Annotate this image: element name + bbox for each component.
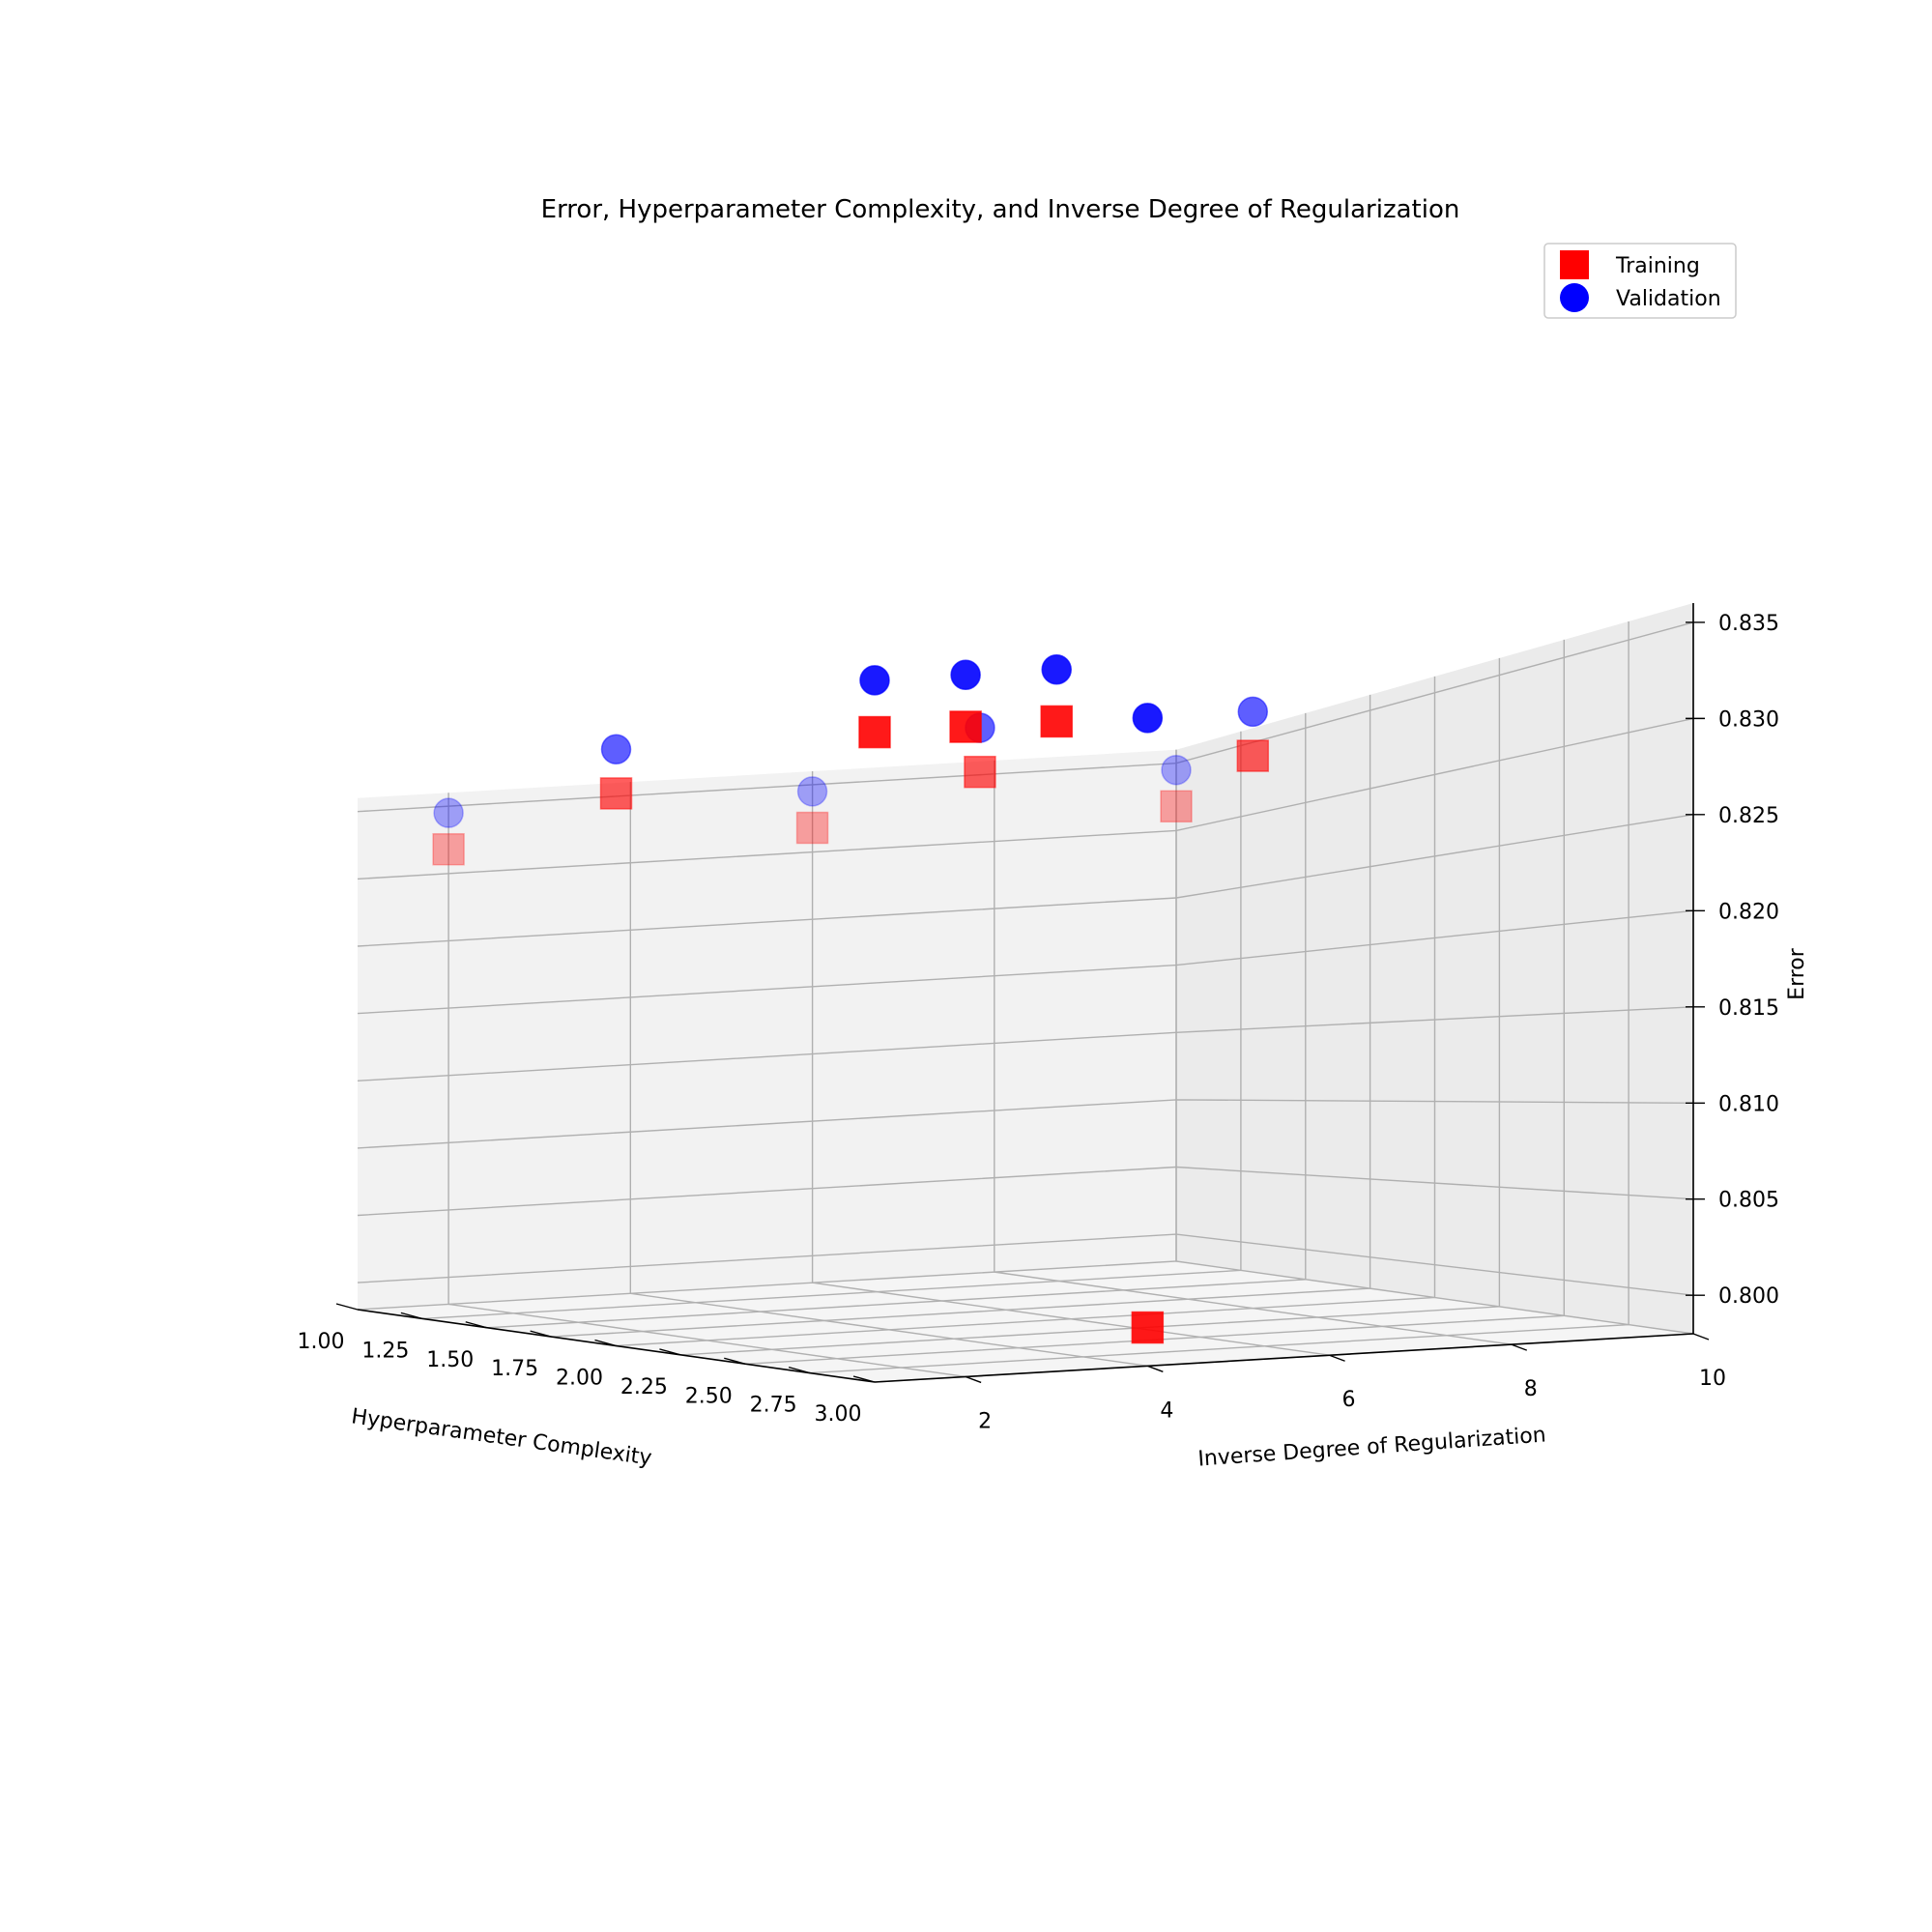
validation-point: [433, 797, 464, 828]
x-tick-label: 2.75: [750, 1394, 797, 1418]
validation-point: [1041, 653, 1072, 685]
training-point: [1040, 705, 1073, 738]
y-tick-mark: [1147, 1365, 1164, 1372]
legend: Training Validation: [1543, 243, 1737, 319]
training-point: [858, 715, 891, 749]
y-tick-label: 2: [978, 1409, 992, 1433]
y-axis-line: [874, 1333, 1694, 1383]
x-axis-ticks: 1.00 1.25 1.50 1.75 2.00 2.25 2.50 2.75 3.00: [298, 1303, 876, 1427]
back-pane: [358, 749, 1176, 1310]
validation-point: [1132, 703, 1164, 734]
legend-frame: [1543, 243, 1737, 319]
x-tick-mark: [530, 1330, 552, 1338]
grid-line-z: [357, 1166, 1694, 1217]
validation-point: [1161, 754, 1192, 786]
x-tick-label: 2.00: [556, 1367, 603, 1391]
training-point: [964, 755, 996, 789]
x-axis-label: Hyperparameter Complexity: [350, 1404, 653, 1470]
z-axis-label: Error: [1785, 947, 1809, 1000]
grid-line-z: [357, 717, 1694, 880]
x-tick-label: 1.25: [361, 1339, 409, 1363]
grid-line-x: [810, 621, 1629, 1374]
validation-point: [859, 665, 890, 696]
x-tick-mark: [465, 1321, 487, 1329]
grid-line-z: [357, 1099, 1694, 1149]
y-tick-mark: [1329, 1354, 1345, 1362]
validation-point: [600, 734, 632, 765]
training-point: [1236, 739, 1270, 772]
z-axis-ticks: 0.800 0.805 0.810 0.815 0.820 0.825 0.830 0.835: [1686, 612, 1779, 1309]
z-tick-label: 0.835: [1718, 612, 1779, 636]
x-tick-label: 2.50: [685, 1384, 733, 1408]
y-tick-mark: [965, 1375, 982, 1384]
grid-line-x: [745, 639, 1566, 1365]
y-tick-label: 10: [1699, 1367, 1726, 1391]
grid-line-x: [486, 712, 1307, 1329]
x-tick-mark: [594, 1339, 617, 1347]
training-point: [949, 710, 982, 743]
training-point: [1131, 1311, 1165, 1344]
chart-title: Error, Hyperparameter Complexity, and In…: [541, 195, 1460, 224]
grid-line-z: [357, 909, 1694, 1015]
grid-line-z: [357, 1233, 1694, 1296]
y-axis-label: Inverse Degree of Regularization: [1197, 1423, 1547, 1471]
legend-validation-label: Validation: [1616, 287, 1721, 311]
grid-line-x: [680, 657, 1501, 1356]
data-markers: [432, 653, 1270, 1344]
y-axis-ticks: 2 4 6 8 10: [965, 1333, 1726, 1433]
legend-training-label: Training: [1615, 254, 1700, 278]
training-point: [432, 832, 465, 866]
legend-validation-swatch: [1560, 283, 1589, 312]
grid-line-z: [357, 814, 1694, 947]
x-tick-label: 3.00: [815, 1402, 862, 1427]
grid-line-x: [551, 694, 1371, 1338]
x-tick-label: 1.75: [491, 1357, 538, 1381]
z-tick-label: 0.815: [1718, 996, 1779, 1021]
x-tick-mark: [659, 1348, 681, 1356]
z-tick-label: 0.830: [1718, 707, 1779, 732]
x-tick-mark: [400, 1312, 423, 1320]
x-tick-mark: [852, 1375, 876, 1383]
legend-training-swatch: [1560, 250, 1589, 279]
z-tick-label: 0.800: [1718, 1284, 1779, 1309]
x-tick-mark: [724, 1357, 746, 1365]
grid-line-z: [357, 1006, 1694, 1081]
training-point: [1160, 790, 1193, 823]
grid-line-x: [616, 676, 1436, 1347]
x-tick-mark: [788, 1366, 811, 1374]
grid-line-x: [421, 731, 1242, 1320]
z-tick-label: 0.805: [1718, 1189, 1779, 1213]
x-tick-mark: [335, 1303, 359, 1311]
y-tick-mark: [1692, 1333, 1710, 1341]
validation-point: [1237, 696, 1269, 728]
x-tick-label: 1.00: [298, 1330, 345, 1354]
y-tick-label: 4: [1160, 1399, 1173, 1423]
y-tick-label: 8: [1524, 1377, 1538, 1401]
validation-point: [950, 659, 981, 691]
x-tick-label: 2.25: [620, 1375, 668, 1399]
axes-panes: [358, 603, 1693, 1382]
z-tick-label: 0.810: [1718, 1092, 1779, 1116]
training-point: [795, 811, 829, 845]
z-tick-label: 0.820: [1718, 900, 1779, 924]
y-tick-mark: [1511, 1343, 1528, 1351]
grid-line-x: [357, 749, 1177, 1311]
training-point: [599, 777, 633, 810]
validation-point: [796, 776, 828, 807]
y-tick-label: 6: [1342, 1388, 1356, 1412]
x-tick-label: 1.50: [426, 1348, 474, 1372]
z-tick-label: 0.825: [1718, 804, 1779, 828]
